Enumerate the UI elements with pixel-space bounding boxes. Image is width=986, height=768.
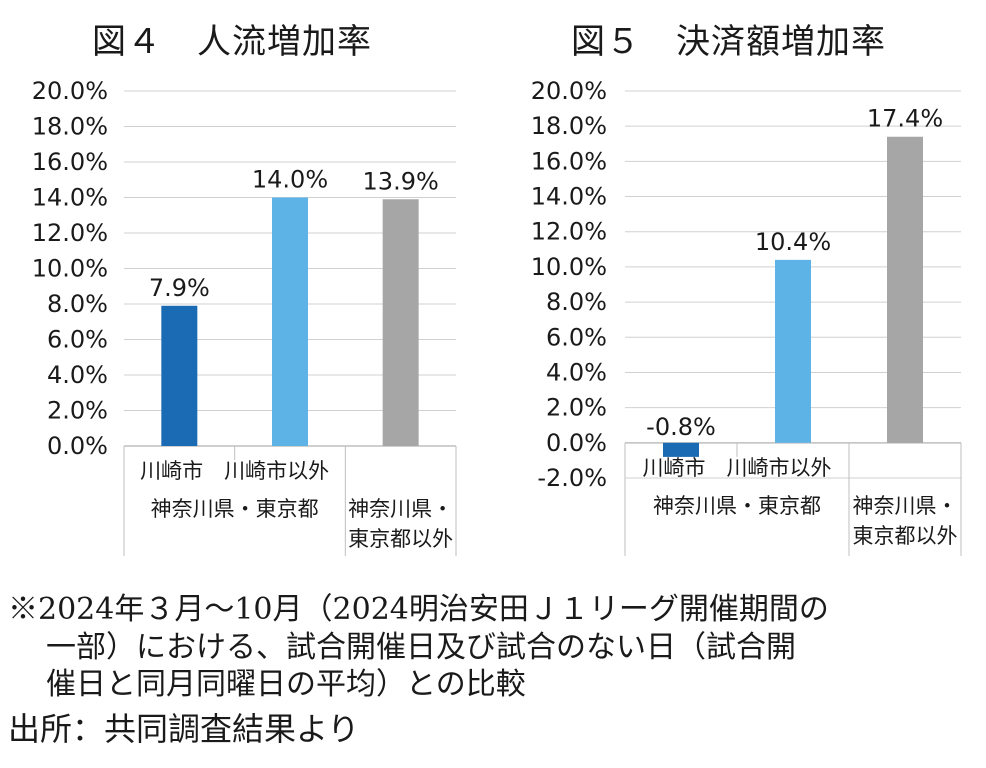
footnote-line-3: 催日と同月同曜日の平均）との比較: [46, 667, 526, 702]
y-tick-label: 16.0%: [531, 147, 607, 175]
y-tick-label: 4.0%: [47, 361, 108, 389]
y-tick-label: 14.0%: [32, 184, 108, 212]
y-tick-label: 12.0%: [531, 218, 607, 246]
y-tick-label: 4.0%: [546, 358, 607, 386]
y-tick-label: 6.0%: [47, 326, 108, 354]
y-tick-label: -2.0%: [537, 464, 607, 492]
y-tick-label: 2.0%: [546, 394, 607, 422]
chart-human-flow: 図４ 人流増加率 0.0% 2.0% 4.0% 6.0% 8.0% 10.0% 12.0% 1…: [0, 0, 493, 580]
data-label: 13.9%: [363, 167, 439, 195]
category-label: 川崎市 川崎市以外: [643, 456, 832, 480]
y-tick-label: 0.0%: [546, 429, 607, 457]
bar: [161, 305, 198, 446]
y-tick-label: 10.0%: [32, 255, 108, 283]
category-label: 東京都以外: [348, 527, 453, 551]
y-tick-label: 14.0%: [531, 183, 607, 211]
chart-title: 図５ 決済額増加率: [571, 22, 886, 62]
source-note: 出所：共同調査結果より: [8, 710, 360, 748]
y-tick-label: 20.0%: [531, 77, 607, 105]
bar: [775, 259, 811, 443]
y-tick-label: 6.0%: [546, 323, 607, 351]
category-label: 神奈川県・: [348, 497, 453, 521]
data-label: 10.4%: [755, 228, 831, 256]
y-tick-label: 8.0%: [546, 288, 607, 316]
y-tick-label: 18.0%: [531, 112, 607, 140]
y-tick-label: 10.0%: [531, 253, 607, 281]
category-label: 川崎市 川崎市以外: [140, 459, 329, 483]
y-tick-label: 0.0%: [47, 432, 108, 460]
chart-payment-amount: 図５ 決済額増加率 -2.0% 0.0% 2.0% 4.0% 6.0% 8.0% 10.0%…: [493, 0, 986, 580]
data-label: 7.9%: [149, 274, 210, 302]
y-tick-label: 8.0%: [47, 290, 108, 318]
chart-title: 図４ 人流増加率: [92, 22, 372, 62]
bar: [887, 136, 923, 443]
footnote-line-1: ※2024年３月～10月（2024明治安田Ｊ１リーグ開催期間の: [8, 592, 829, 627]
chart-plot-area: -2.0% 0.0% 2.0% 4.0% 6.0% 8.0% 10.0% 12.0% 14.0%…: [531, 77, 962, 556]
category-label: 東京都以外: [853, 524, 958, 548]
data-label: -0.8%: [646, 413, 716, 441]
footnote-line-2: 一部）における、試合開催日及び試合のない日（試合開: [46, 630, 796, 665]
y-tick-label: 12.0%: [32, 219, 108, 247]
chart-plot-area: 0.0% 2.0% 4.0% 6.0% 8.0% 10.0% 12.0% 14.0% 16.0%…: [32, 77, 457, 556]
y-tick-label: 20.0%: [32, 77, 108, 105]
data-label: 14.0%: [252, 166, 328, 194]
category-label: 神奈川県・: [853, 494, 958, 518]
y-tick-label: 2.0%: [47, 397, 108, 425]
category-label: 神奈川県・東京都: [653, 494, 821, 518]
y-tick-label: 16.0%: [32, 148, 108, 176]
category-label: 神奈川県・東京都: [151, 497, 319, 521]
y-tick-label: 18.0%: [32, 113, 108, 141]
data-label: 17.4%: [867, 105, 943, 133]
bar: [382, 199, 419, 446]
bar: [272, 197, 308, 446]
bar: [663, 442, 699, 457]
